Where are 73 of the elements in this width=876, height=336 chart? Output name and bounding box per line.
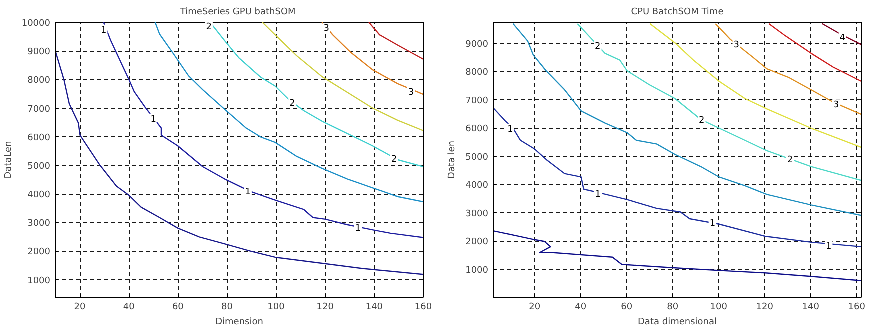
y-tick-label: 8000 xyxy=(28,76,51,86)
x-tick-label: 100 xyxy=(710,302,728,312)
line-series xyxy=(56,50,424,276)
annotation: 2 xyxy=(595,42,601,52)
y-tick-label: 8000 xyxy=(466,68,489,78)
y-tick-label: 5000 xyxy=(28,162,51,172)
annotation: 3 xyxy=(833,100,840,111)
line-series xyxy=(262,22,424,132)
annotation: 2 xyxy=(787,156,794,166)
y-tick-label: 5000 xyxy=(466,152,489,163)
y-tick-label: 7000 xyxy=(28,104,51,115)
y-tick-label: 4000 xyxy=(28,190,51,201)
x-tick-label: 140 xyxy=(802,302,820,312)
annotation: 1 xyxy=(100,26,107,36)
annotation: 1 xyxy=(710,219,716,230)
line-series xyxy=(103,22,424,238)
chart-title: CPU BatchSOM Time xyxy=(631,8,724,18)
annotation: 2 xyxy=(290,99,296,110)
chart-title: TimeSeries GPU bathSOM xyxy=(179,8,296,18)
y-tick-label: 3000 xyxy=(466,209,489,220)
y-tick-label: 4000 xyxy=(466,181,489,192)
y-tick-label: 1000 xyxy=(28,276,51,286)
annotation: 1 xyxy=(355,224,362,234)
annotation: 2 xyxy=(391,154,398,165)
x-tick-label: 120 xyxy=(316,302,334,312)
line-series xyxy=(577,23,862,182)
annotation: 3 xyxy=(408,88,414,98)
y-tick-label: 6000 xyxy=(28,133,51,144)
annotation: 3 xyxy=(734,40,740,50)
line-series xyxy=(154,22,424,203)
x-tick-label: 160 xyxy=(414,302,432,312)
y-tick-label: 7000 xyxy=(466,96,489,106)
line-series xyxy=(512,23,862,216)
x-tick-label: 160 xyxy=(848,302,866,312)
line-series xyxy=(494,230,862,282)
x-tick-label: 40 xyxy=(575,302,587,312)
line-series xyxy=(368,22,424,60)
annotation: 2 xyxy=(206,22,212,33)
annotation: 4 xyxy=(840,33,846,44)
y-tick-label: 6000 xyxy=(466,124,489,135)
annotation: 3 xyxy=(324,24,330,34)
x-tick-label: 20 xyxy=(74,302,86,312)
y-tick-label: 9000 xyxy=(466,40,489,50)
x-tick-label: 20 xyxy=(529,302,541,312)
y-axis-title: DataLen xyxy=(4,141,14,179)
y-tick-label: 2000 xyxy=(28,248,51,258)
annotation: 1 xyxy=(245,188,251,198)
x-tick-label: 60 xyxy=(621,302,633,312)
line-series xyxy=(322,22,424,96)
x-axis-title: Data dimensional xyxy=(638,318,718,328)
y-tick-label: 2000 xyxy=(466,238,489,248)
annotation: 1 xyxy=(508,124,514,135)
line-series xyxy=(715,23,862,116)
annotation: 2 xyxy=(699,116,705,126)
y-tick-label: 1000 xyxy=(466,266,489,276)
x-tick-label: 100 xyxy=(268,302,286,312)
x-tick-label: 80 xyxy=(222,302,234,312)
annotation: 1 xyxy=(595,190,602,200)
x-axis-title: Dimension xyxy=(216,318,264,328)
x-tick-label: 40 xyxy=(123,302,136,312)
y-tick-label: 9000 xyxy=(28,48,51,58)
line-series xyxy=(494,108,862,248)
line-series xyxy=(768,23,862,82)
y-axis-title: Data len xyxy=(448,140,458,180)
x-tick-label: 140 xyxy=(366,302,384,312)
y-tick-label: 10000 xyxy=(22,19,51,29)
x-tick-label: 120 xyxy=(756,302,774,312)
x-tick-label: 60 xyxy=(172,302,184,312)
annotation: 1 xyxy=(150,114,157,125)
y-tick-label: 3000 xyxy=(28,219,51,230)
line-series xyxy=(650,23,862,148)
x-tick-label: 80 xyxy=(667,302,679,312)
annotation: 1 xyxy=(826,242,832,252)
